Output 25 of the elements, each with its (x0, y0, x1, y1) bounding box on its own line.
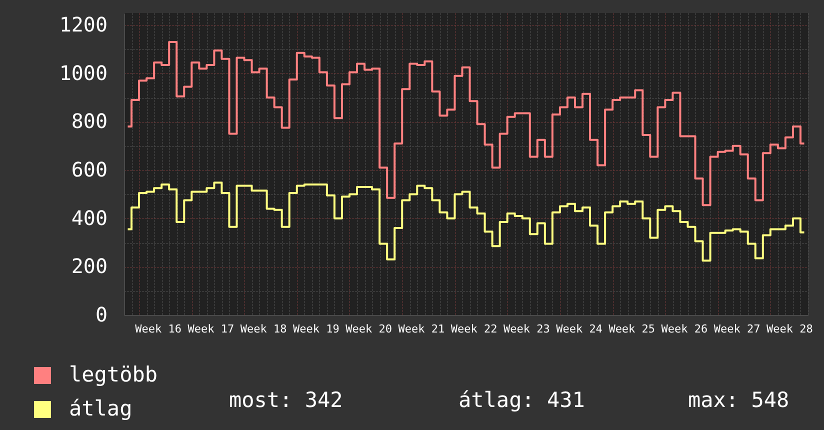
y-tick-label: 600 (71, 158, 108, 182)
y-tick-label: 400 (71, 206, 108, 230)
y-tick-label: 1200 (59, 12, 108, 37)
y-tick-label: 1000 (59, 60, 108, 85)
x-tick-label: Week 19 (292, 322, 340, 336)
legend-label: átlag (69, 396, 132, 420)
x-tick-label: Week 25 (608, 322, 656, 336)
x-tick-label: Week 26 (661, 322, 708, 336)
x-tick-label: Week 23 (503, 322, 550, 336)
text: max: 548 (688, 388, 790, 412)
x-tick-label: Week 22 (450, 322, 498, 336)
x-tick-label: Week 21 (398, 322, 445, 336)
x-tick-label: Week 18 (240, 322, 287, 336)
y-tick-label: 800 (71, 109, 108, 134)
x-tick-label: Week 17 (188, 322, 234, 336)
x-tick-label: Week 28 (766, 322, 813, 336)
text: átlag: 431 (458, 388, 585, 412)
y-tick-label: 0 (95, 302, 108, 326)
legend-label: legtöbb (69, 362, 158, 386)
y-tick-label: 200 (71, 254, 108, 278)
text: most: 342 (229, 388, 343, 412)
x-tick-label: Week 20 (346, 322, 392, 336)
x-tick-label: Week 24 (556, 322, 603, 336)
x-tick-label: Week 16 (135, 322, 182, 336)
x-tick-label: Week 27 (714, 322, 760, 336)
